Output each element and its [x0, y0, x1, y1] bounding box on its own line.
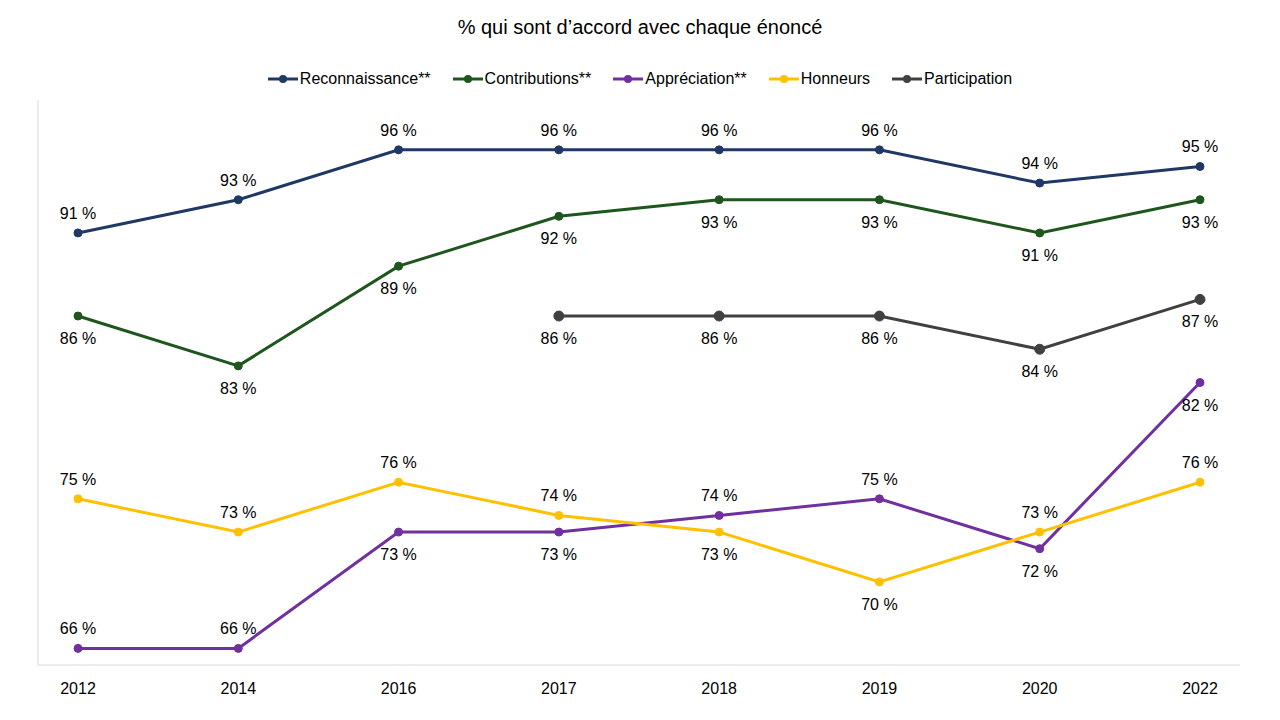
svg-text:89 %: 89 % — [380, 280, 416, 297]
svg-text:74 %: 74 % — [701, 487, 737, 504]
svg-text:93 %: 93 % — [861, 214, 897, 231]
svg-text:83 %: 83 % — [220, 380, 256, 397]
svg-text:91 %: 91 % — [1021, 247, 1057, 264]
svg-text:87 %: 87 % — [1182, 313, 1218, 330]
svg-text:73 %: 73 % — [701, 546, 737, 563]
svg-text:86 %: 86 % — [541, 330, 577, 347]
html-text:% qui sont d’accord avec chaqu: % qui sont d’accord avec chaque énoncé — [457, 16, 823, 38]
svg-text:75 %: 75 % — [60, 471, 96, 488]
svg-text:2014: 2014 — [220, 680, 256, 697]
svg-text:96 %: 96 % — [541, 122, 577, 139]
svg-text:2020: 2020 — [1022, 680, 1058, 697]
svg-text:2016: 2016 — [381, 680, 417, 697]
svg-text:96 %: 96 % — [861, 122, 897, 139]
svg-text:2019: 2019 — [862, 680, 898, 697]
svg-text:86 %: 86 % — [861, 330, 897, 347]
svg-text:96 %: 96 % — [380, 122, 416, 139]
svg-text:76 %: 76 % — [380, 454, 416, 471]
svg-text:93 %: 93 % — [1182, 214, 1218, 231]
svg-text:96 %: 96 % — [701, 122, 737, 139]
svg-text:86 %: 86 % — [60, 330, 96, 347]
svg-text:73 %: 73 % — [541, 546, 577, 563]
svg-text:70 %: 70 % — [861, 596, 897, 613]
svg-text:93 %: 93 % — [220, 172, 256, 189]
svg-text:2018: 2018 — [701, 680, 737, 697]
svg-text:94 %: 94 % — [1021, 155, 1057, 172]
html-text:Appréciation**: Appréciation** — [645, 70, 747, 87]
html-text:Reconnaissance**: Reconnaissance** — [299, 70, 431, 87]
html-text:Contributions**: Contributions** — [484, 70, 592, 87]
svg-text:95 %: 95 % — [1182, 138, 1218, 155]
svg-text:73 %: 73 % — [220, 504, 256, 521]
svg-text:76 %: 76 % — [1182, 454, 1218, 471]
svg-text:66 %: 66 % — [220, 620, 256, 637]
svg-text:73 %: 73 % — [1021, 504, 1057, 521]
svg-text:75 %: 75 % — [861, 471, 897, 488]
svg-text:72 %: 72 % — [1021, 563, 1057, 580]
svg-text:2022: 2022 — [1182, 680, 1218, 697]
html-text:Participation: Participation — [924, 70, 1013, 87]
svg-text:82 %: 82 % — [1182, 397, 1218, 414]
svg-text:86 %: 86 % — [701, 330, 737, 347]
svg-text:91 %: 91 % — [60, 205, 96, 222]
svg-text:92 %: 92 % — [541, 230, 577, 247]
html-text:Honneurs: Honneurs — [800, 70, 871, 87]
svg-text:73 %: 73 % — [380, 546, 416, 563]
svg-text:74 %: 74 % — [541, 487, 577, 504]
svg-text:93 %: 93 % — [701, 214, 737, 231]
svg-text:84 %: 84 % — [1021, 363, 1057, 380]
svg-text:2017: 2017 — [541, 680, 577, 697]
svg-text:2012: 2012 — [60, 680, 96, 697]
svg-text:66 %: 66 % — [60, 620, 96, 637]
